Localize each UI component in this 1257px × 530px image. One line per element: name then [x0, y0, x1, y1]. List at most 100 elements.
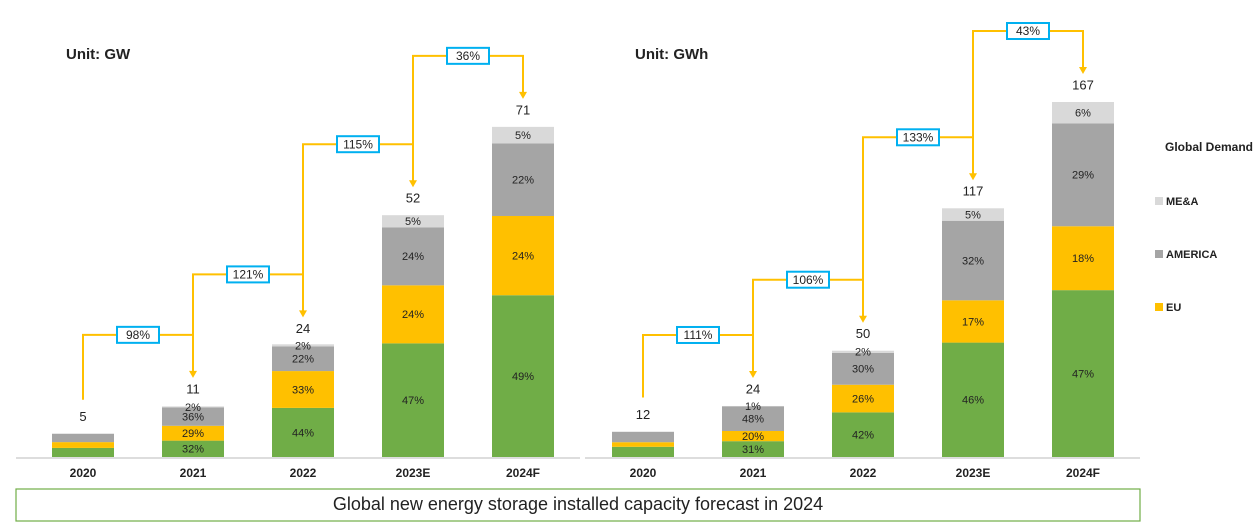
value-label: 36% — [182, 411, 204, 423]
bar-segment — [1052, 226, 1114, 291]
growth-arrowhead — [409, 180, 417, 188]
value-label: 46% — [962, 395, 984, 407]
growth-connector — [642, 333, 754, 398]
x-tick-label: 2023E — [396, 466, 431, 480]
total-label: 50 — [856, 326, 870, 341]
growth-arrowhead — [749, 370, 757, 378]
value-label: 1% — [745, 401, 761, 413]
x-tick-label: 2024F — [1066, 466, 1100, 480]
legend-label: AMERICA — [1166, 249, 1217, 261]
bar-segment — [612, 442, 674, 447]
value-label: 2% — [295, 340, 311, 352]
bar-segment — [272, 344, 334, 347]
legend-swatch — [1155, 197, 1163, 205]
growth-arrowhead — [1079, 67, 1087, 75]
bar-segment — [52, 447, 114, 457]
bar-segment — [1052, 123, 1114, 227]
total-label: 12 — [636, 407, 650, 422]
growth-box — [676, 325, 720, 344]
bar-segment — [382, 215, 444, 228]
growth-box — [116, 325, 160, 344]
x-tick-label: 2021 — [740, 466, 767, 480]
growth-box — [896, 128, 940, 147]
legend-label: EU — [1166, 302, 1181, 314]
x-tick-label: 2020 — [630, 466, 657, 480]
growth-label: 115% — [343, 137, 373, 151]
bar-segment — [492, 295, 554, 457]
value-label: 2% — [185, 402, 201, 414]
value-label: 24% — [402, 309, 424, 321]
value-label: 49% — [512, 371, 534, 383]
growth-label: 121% — [233, 268, 264, 282]
x-tick-label: 2022 — [850, 466, 877, 480]
bar-segment — [272, 371, 334, 408]
growth-connector — [82, 333, 194, 400]
value-label: 5% — [405, 216, 421, 228]
value-label: 33% — [292, 384, 314, 396]
total-label: 5 — [79, 409, 86, 424]
total-label: 11 — [186, 381, 200, 396]
growth-box — [446, 46, 490, 65]
growth-arrowhead — [859, 315, 867, 323]
x-tick-label: 2021 — [180, 466, 207, 480]
bar-segment — [832, 412, 894, 457]
bar-segment — [1052, 290, 1114, 457]
value-label: 18% — [1072, 253, 1094, 265]
growth-label: 43% — [1016, 24, 1040, 38]
bar-segment — [492, 126, 554, 144]
value-label: 42% — [852, 430, 874, 442]
bar-segment — [272, 346, 334, 372]
bar-segment — [722, 430, 784, 442]
value-label: 31% — [742, 444, 764, 456]
legend-title: Global Demand — [1165, 140, 1253, 154]
total-label: 24 — [746, 381, 760, 396]
value-label: 47% — [1072, 368, 1094, 380]
bar-segment — [52, 433, 114, 443]
total-label: 71 — [516, 102, 530, 117]
legend-label: ME&A — [1166, 196, 1198, 208]
bar-segment — [832, 350, 894, 353]
bar-segment — [612, 431, 674, 433]
growth-arrowhead — [189, 370, 197, 378]
x-tick-label: 2023E — [956, 466, 991, 480]
total-label: 117 — [963, 184, 984, 199]
bar-segment — [722, 406, 784, 431]
growth-box — [1006, 22, 1050, 41]
bar-segment — [272, 407, 334, 457]
legend-swatch — [1155, 250, 1163, 258]
caption: Global new energy storage installed capa… — [333, 494, 823, 514]
chart-title: Unit: GWh — [635, 46, 708, 63]
bar-segment — [492, 215, 554, 296]
x-tick-label: 2022 — [290, 466, 317, 480]
value-label: 5% — [965, 209, 981, 221]
value-label: 48% — [742, 414, 764, 426]
value-label: 32% — [962, 255, 984, 267]
value-label: 22% — [512, 175, 534, 187]
bar-segment — [832, 352, 894, 385]
growth-arrowhead — [519, 91, 527, 99]
value-label: 44% — [292, 427, 314, 439]
value-label: 6% — [1075, 108, 1091, 120]
value-label: 29% — [182, 428, 204, 440]
bar-segment — [612, 432, 674, 443]
bar-segment — [722, 405, 784, 407]
caption-box — [15, 488, 1141, 522]
total-label: 52 — [406, 191, 420, 206]
value-label: 20% — [742, 431, 764, 443]
bar-segment — [382, 343, 444, 457]
total-label: 24 — [296, 321, 310, 336]
value-label: 2% — [855, 347, 871, 359]
growth-box — [226, 265, 270, 284]
growth-label: 111% — [684, 328, 713, 342]
bar-segment — [832, 384, 894, 413]
value-label: 24% — [512, 251, 534, 263]
x-tick-label: 2024F — [506, 466, 540, 480]
legend-swatch — [1155, 303, 1163, 311]
value-label: 26% — [852, 393, 874, 405]
bar-segment — [612, 446, 674, 457]
bar-segment — [162, 425, 224, 441]
value-label: 32% — [182, 444, 204, 456]
bar-segment — [1052, 102, 1114, 124]
bar-segment — [942, 208, 1004, 221]
